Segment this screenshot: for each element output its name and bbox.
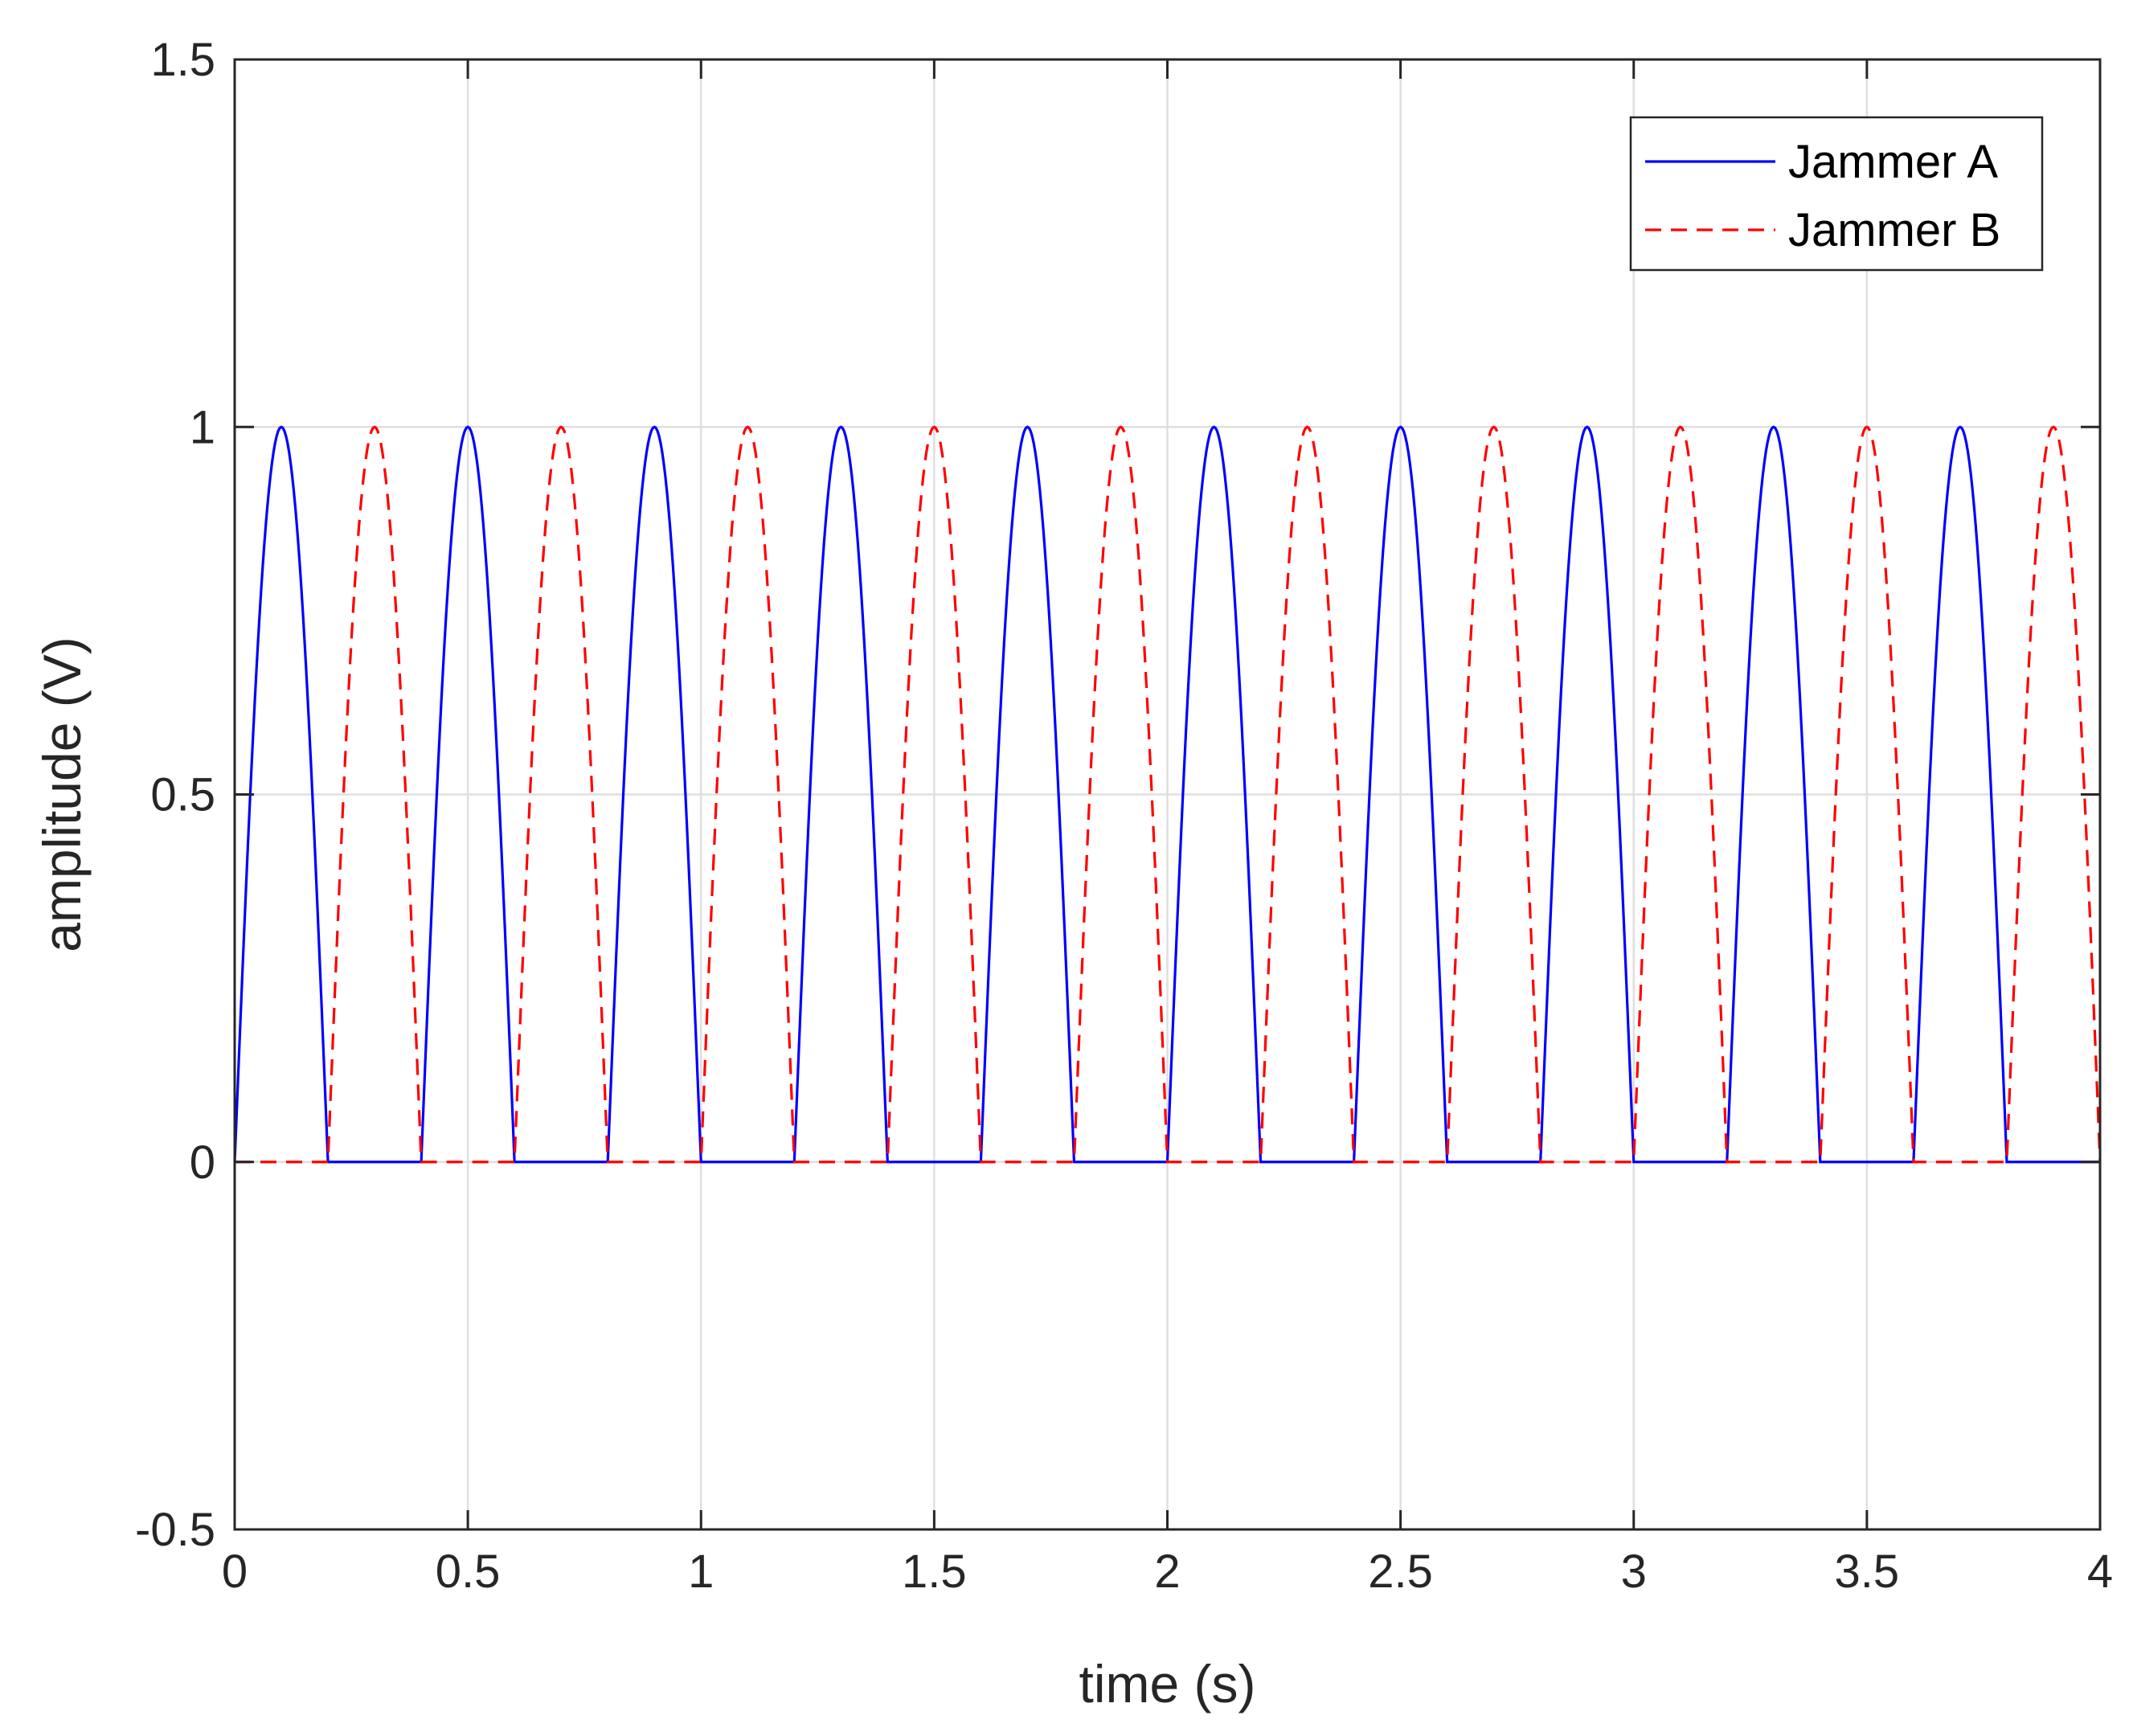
y-tick-label: 1.5 [150, 34, 215, 86]
x-tick-label: 4 [2087, 1546, 2113, 1598]
y-tick-label: 1 [190, 401, 215, 453]
y-axis-title: amplitude (V) [32, 637, 92, 952]
y-tick-labels: -0.5 0 0.5 1 1.5 [135, 34, 215, 1556]
plot-series-group [233, 425, 2102, 1164]
y-tick-label: 0 [190, 1136, 215, 1189]
x-tick-labels: 0 0.5 1 1.5 2 2.5 3 3.5 4 [222, 1546, 2113, 1598]
tick-marks [233, 58, 2102, 1531]
legend: Jammer A Jammer B [1629, 116, 2044, 272]
x-tick-label: 3.5 [1835, 1546, 1900, 1598]
series-line-jammer-b [235, 425, 2102, 1164]
legend-box [1629, 116, 2044, 272]
x-tick-label: 3 [1621, 1546, 1647, 1598]
x-tick-label: 1 [688, 1546, 714, 1598]
legend-label-jammer-a: Jammer A [1788, 136, 1998, 188]
x-tick-label: 0.5 [436, 1546, 501, 1598]
x-axis-title: time (s) [1079, 1654, 1256, 1713]
legend-label-jammer-b: Jammer B [1788, 204, 2000, 256]
y-tick-label: -0.5 [135, 1504, 215, 1556]
y-tick-label: 0.5 [150, 769, 215, 821]
x-tick-label: 2 [1154, 1546, 1180, 1598]
x-tick-label: 1.5 [902, 1546, 967, 1598]
x-tick-label: 2.5 [1368, 1546, 1433, 1598]
x-tick-label: 0 [222, 1546, 248, 1598]
